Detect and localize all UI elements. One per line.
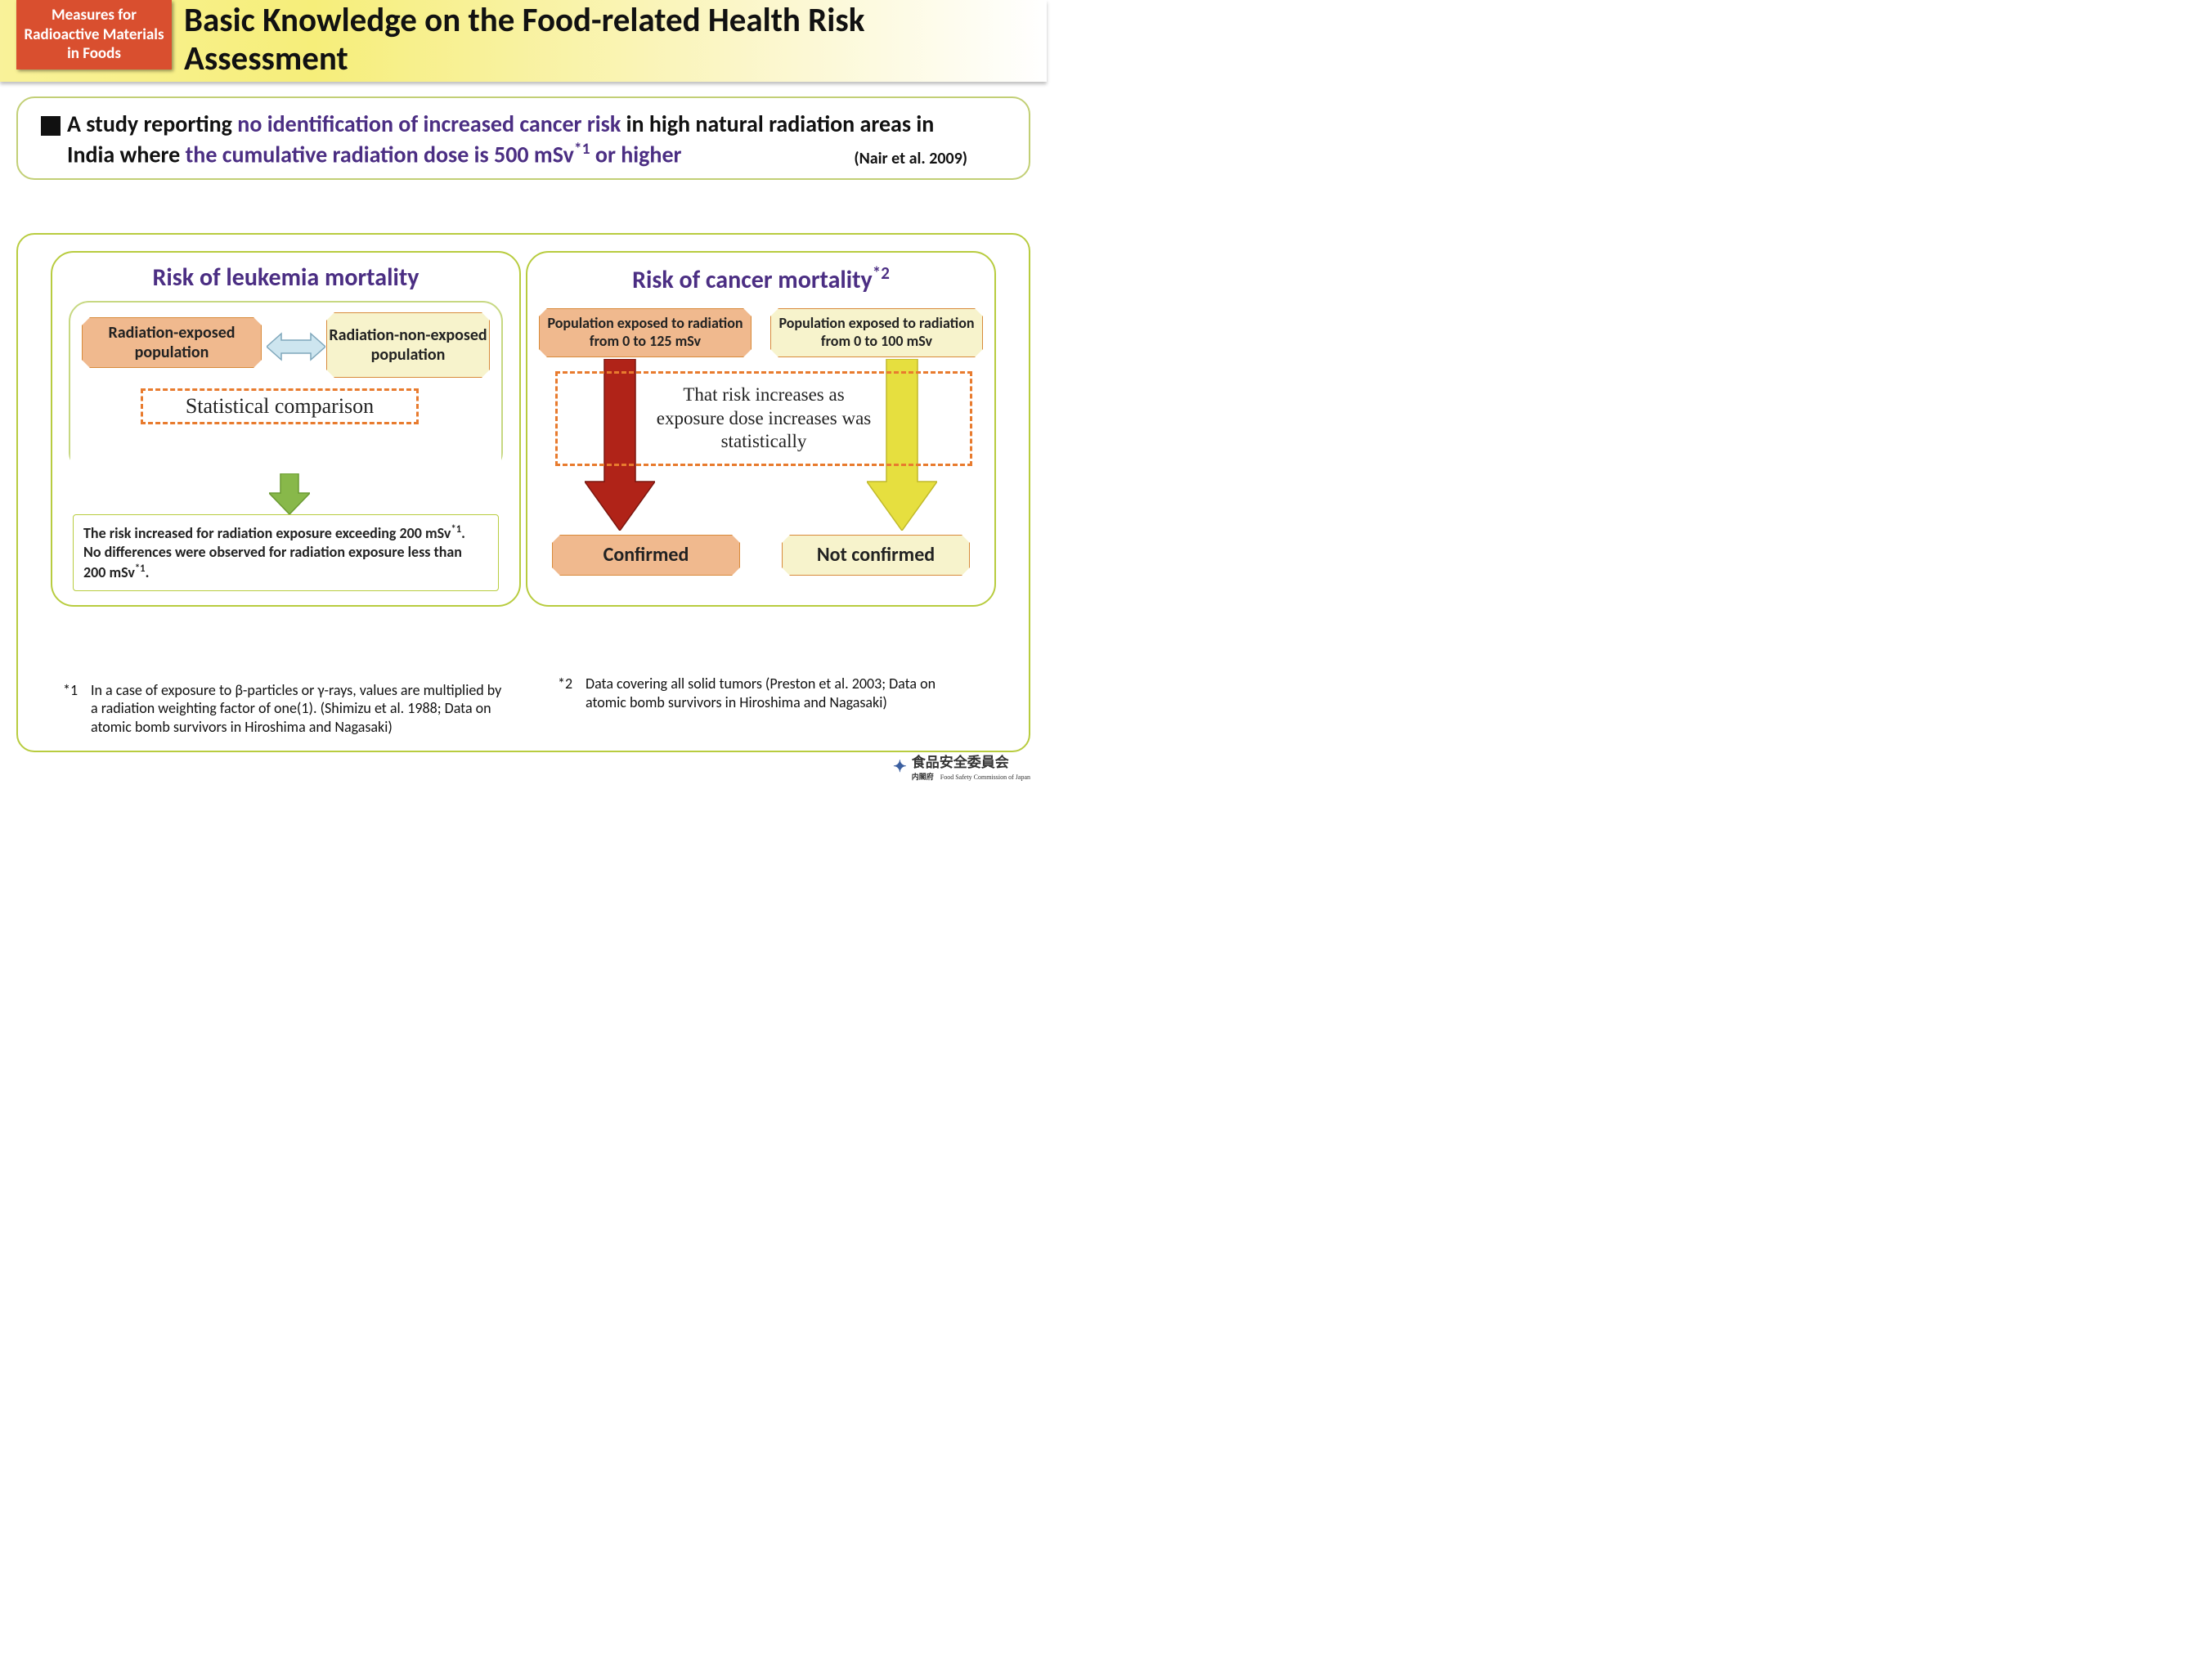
bidirectional-arrow-icon (267, 330, 325, 363)
outer-container: Risk of leukemia mortality Radiation-exp… (16, 233, 1030, 752)
result-l1end: . (461, 524, 465, 542)
statistical-comparison-label: Statistical comparison (186, 394, 374, 419)
footnote-2-tag: *2 (558, 675, 586, 693)
summary-h1: no identification of increased cancer ri… (237, 110, 621, 138)
result-line1: The risk increased for radiation exposur… (83, 524, 451, 542)
bullet-icon (41, 116, 61, 136)
header-badge: Measures for Radioactive Materials in Fo… (16, 0, 172, 69)
footnote-1: *1In a case of exposure to β-particles o… (63, 681, 521, 737)
result-sup1: *1 (451, 523, 461, 536)
panel-cancer-title-pre: Risk of cancer mortality (632, 265, 873, 295)
statistical-comparison-box: Statistical comparison (141, 388, 419, 424)
logo-sub: 内閣府 (912, 771, 934, 782)
chip-confirmed: Confirmed (552, 535, 740, 576)
logo-icon: ✦ (893, 756, 907, 777)
slide: Measures for Radioactive Materials in Fo… (0, 0, 1047, 785)
chip-0-125: Population exposed to radiation from 0 t… (539, 308, 752, 357)
footnote-2-text: Data covering all solid tumors (Preston … (586, 675, 937, 711)
chip-0-100: Population exposed to radiation from 0 t… (770, 308, 983, 357)
summary-post: or higher (590, 141, 682, 169)
leukemia-result-box: The risk increased for radiation exposur… (73, 514, 499, 591)
summary-pre: A study reporting (67, 110, 237, 138)
panel-leukemia: Risk of leukemia mortality Radiation-exp… (51, 251, 521, 607)
cancer-dashed-text: That risk increases as exposure dose inc… (649, 383, 878, 454)
chip-exposed: Radiation-exposed population (82, 317, 262, 368)
footnote-1-tag: *1 (63, 681, 91, 700)
footnote-2: *2Data covering all solid tumors (Presto… (558, 675, 1016, 711)
footnote-1-text: In a case of exposure to β-particles or … (91, 681, 508, 737)
summary-sup: *1 (574, 139, 590, 159)
logo-area: ✦ 食品安全委員会 内閣府 Food Safety Commission of … (893, 751, 1030, 782)
summary-h2: the cumulative radiation dose is 500 mSv (186, 141, 574, 169)
panel-cancer-title-sup: *2 (873, 262, 890, 284)
page-title: Basic Knowledge on the Food-related Heal… (184, 2, 1030, 78)
result-sup2: *1 (135, 563, 146, 575)
panel-cancer-title: Risk of cancer mortality*2 (527, 262, 994, 295)
panel-leukemia-inner: Radiation-exposed population Radiation-n… (69, 301, 503, 473)
down-arrow-green-icon (269, 473, 310, 518)
chip-non-exposed: Radiation-non-exposed population (326, 312, 490, 378)
panel-cancer: Risk of cancer mortality*2 Population ex… (526, 251, 996, 607)
panel-leukemia-title: Risk of leukemia mortality (52, 262, 519, 293)
cancer-dashed-box: That risk increases as exposure dose inc… (555, 371, 972, 466)
logo-jp: 食品安全委員会 (912, 751, 1030, 771)
logo-en: Food Safety Commission of Japan (940, 773, 1030, 781)
summary-box: A study reporting no identification of i… (16, 96, 1030, 180)
summary-cite: (Nair et al. 2009) (854, 149, 967, 168)
result-l2end: . (146, 563, 150, 581)
chip-not-confirmed: Not confirmed (782, 535, 970, 576)
